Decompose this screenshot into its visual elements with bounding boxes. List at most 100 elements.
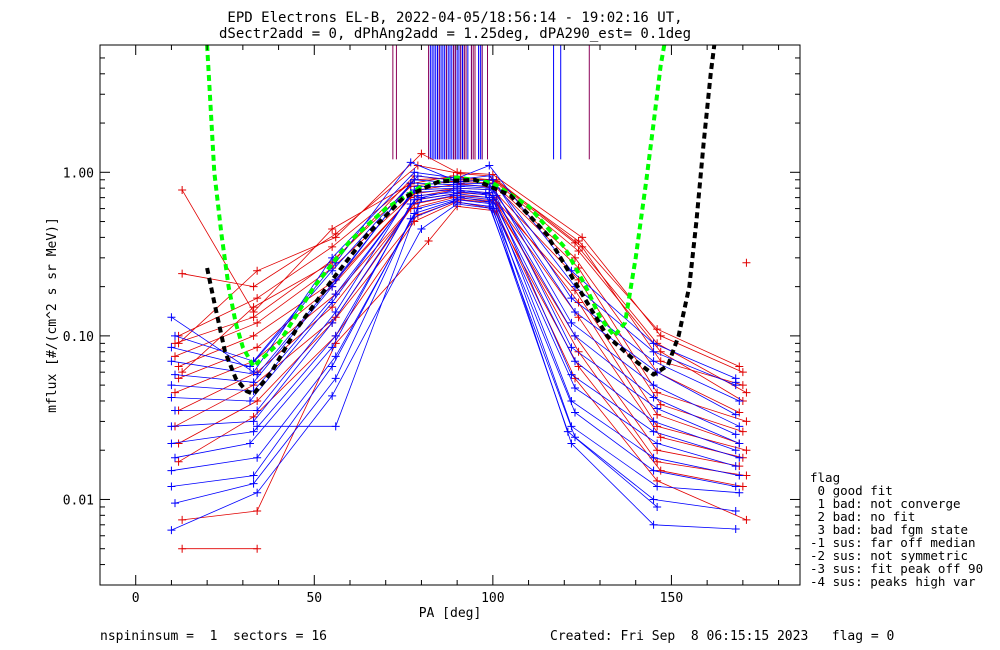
data-series (742, 258, 751, 267)
data-point (731, 430, 740, 439)
data-series (171, 179, 744, 431)
data-series (178, 202, 751, 524)
data-series (167, 200, 740, 535)
data-point (738, 427, 747, 436)
data-point (178, 368, 187, 377)
data-point (167, 526, 176, 535)
data-point (742, 446, 751, 455)
x-tick-label: 150 (660, 591, 683, 606)
data-point (249, 471, 258, 480)
data-point (253, 396, 262, 405)
data-point (742, 258, 751, 267)
data-point (567, 294, 576, 303)
data-point (571, 331, 579, 340)
y-tick-label: 1.00 (63, 166, 94, 181)
data-point (249, 479, 258, 488)
chart-title: EPD Electrons EL-B, 2022-04-05/18:56:14 … (227, 10, 682, 26)
legend-entry: -1 sus: far off median (810, 535, 976, 550)
data-point (735, 471, 744, 480)
data-point (742, 515, 751, 524)
data-point (167, 343, 176, 352)
data-point (485, 161, 494, 170)
data-point (328, 225, 337, 234)
data-point (328, 391, 337, 400)
legend-entry: -4 sus: peaks high var (810, 574, 976, 589)
black-fit-curve (205, 44, 717, 397)
data-point (649, 357, 658, 366)
y-axis-label: mflux [#/(cm^2 s sr MeV)] (45, 217, 60, 413)
data-point (174, 362, 183, 371)
data-point (331, 422, 340, 431)
data-point (328, 318, 337, 327)
data-point (567, 318, 576, 327)
legend-entry: 3 bad: bad fgm state (810, 522, 968, 537)
series-line (257, 189, 658, 508)
data-point (249, 331, 258, 340)
data-point (649, 453, 658, 462)
data-point (488, 204, 497, 213)
series-line (174, 192, 747, 451)
data-point (453, 200, 462, 208)
data-series (174, 191, 747, 462)
data-point (253, 343, 262, 352)
data-point (328, 298, 337, 307)
data-point (253, 488, 262, 497)
data-point (738, 368, 747, 377)
legend-entry: 2 bad: no fit (810, 509, 915, 524)
data-point (735, 362, 744, 371)
data-point (563, 427, 572, 436)
data-point (406, 158, 415, 167)
data-point (574, 247, 583, 256)
data-point (406, 179, 415, 188)
data-point (731, 462, 740, 471)
data-point (417, 225, 426, 234)
data-point (731, 378, 740, 387)
axis-ticks: 0 50 100 150 0.01 0.10 1.00 (63, 45, 800, 606)
data-point (649, 417, 658, 426)
data-point (731, 410, 740, 419)
series-line (178, 195, 743, 459)
data-point (253, 318, 262, 327)
data-point (249, 378, 258, 387)
plot-frame (99, 44, 801, 586)
green-fit-curve (205, 44, 667, 369)
data-point (253, 453, 262, 462)
data-point (656, 466, 665, 475)
data-point (253, 266, 262, 275)
data-point (331, 307, 340, 316)
data-point (571, 384, 579, 393)
series-line (178, 189, 740, 444)
legend-entry: -3 sus: fit peak off 90 (810, 561, 983, 576)
x-tick-label: 50 (306, 591, 322, 606)
data-point (249, 417, 258, 426)
data-point (653, 502, 662, 511)
footer-left: nspininsum = 1 sectors = 16 (100, 629, 327, 644)
series-line (171, 197, 736, 487)
data-series (174, 149, 747, 377)
data-point (171, 370, 179, 379)
data-series (253, 185, 662, 511)
data-point (735, 453, 744, 462)
data-point (171, 352, 179, 361)
data-point (656, 400, 665, 409)
data-point (406, 200, 415, 208)
series-line (174, 183, 747, 422)
data-point (738, 482, 747, 491)
data-point (167, 466, 176, 475)
data-point (249, 282, 258, 291)
data-point (649, 393, 658, 402)
data-point (735, 396, 744, 405)
data-point (571, 253, 579, 262)
data-point (649, 339, 658, 348)
data-series (167, 193, 740, 491)
data-point (731, 507, 740, 516)
chart-subtitle: dSectr2add = 0, dPhAng2add = 1.25deg, dP… (219, 26, 691, 42)
data-point (567, 343, 576, 352)
data-layer (167, 44, 751, 553)
data-point (171, 331, 179, 340)
data-point (167, 422, 176, 431)
data-point (249, 303, 258, 312)
data-point (735, 488, 744, 497)
data-point (731, 446, 740, 455)
data-point (731, 482, 740, 491)
